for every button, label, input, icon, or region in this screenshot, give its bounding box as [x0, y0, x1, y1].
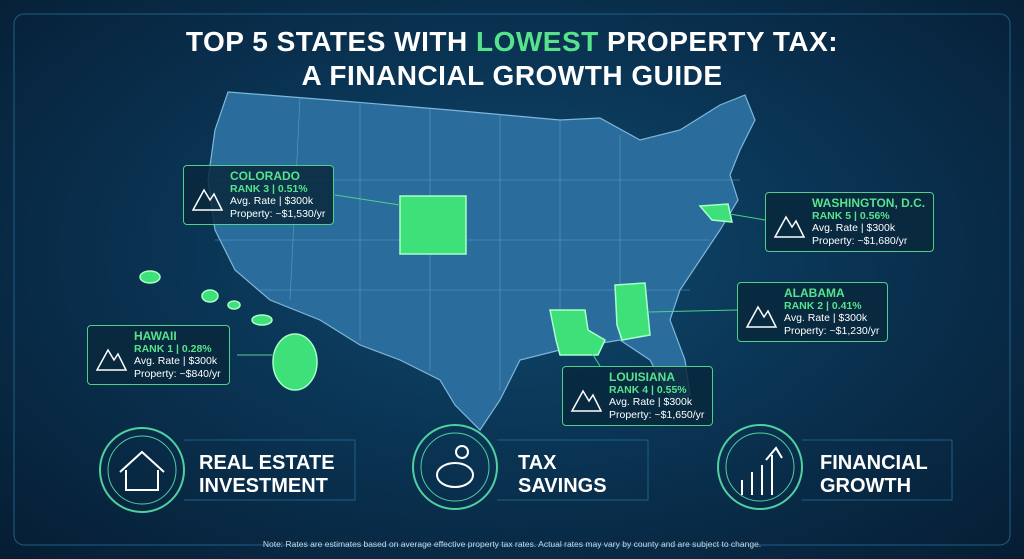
callout-rank: RANK 2 | 0.41% [784, 299, 862, 312]
title-line-1: TOP 5 STATES WITH LOWEST PROPERTY TAX: [0, 26, 1024, 58]
callout-state: LOUISIANA [609, 370, 675, 384]
callout-rate: Avg. Rate | $300k [230, 195, 314, 207]
title-part: TOP 5 STATES WITH [185, 26, 468, 57]
callout-state: COLORADO [230, 169, 300, 183]
callout-state: ALABAMA [784, 286, 845, 300]
footnote: Note: Rates are estimates based on avera… [262, 539, 762, 549]
title-line-2: A FINANCIAL GROWTH GUIDE [301, 60, 723, 91]
callout-property: Property: ~$840/yr [134, 367, 221, 380]
callout-icon [773, 215, 806, 238]
title-part: PROPERTY TAX: [607, 26, 839, 57]
callout: WASHINGTON, D.C. RANK 5 | 0.56% Avg. Rate … [765, 192, 935, 252]
callout-rate: Avg. Rate | $300k [812, 222, 896, 234]
callout-property: Property: ~$1,530/yr [230, 207, 326, 220]
callout-state: HAWAII [134, 329, 177, 343]
callout-rate: Avg. Rate | $300k [609, 396, 693, 408]
feature-line: INVESTMENT [199, 475, 328, 497]
callout: ALABAMA RANK 2 | 0.41% Avg. Rate | $300k Pr… [737, 282, 889, 342]
feature-icons [99, 424, 803, 513]
callout-rate: Avg. Rate | $300k [134, 355, 218, 367]
feature-panels [184, 439, 953, 501]
callout-rank: RANK 1 | 0.28% [134, 342, 212, 355]
callout: LOUISIANA RANK 4 | 0.55% Avg. Rate | $300k… [562, 366, 714, 426]
connectors [237, 194, 766, 367]
callout-icon [570, 389, 603, 412]
callout-rate: Avg. Rate | $300k [784, 312, 868, 324]
feature-label: TAX SAVINGS [518, 452, 607, 498]
title-highlight: LOWEST [475, 26, 599, 57]
frame [13, 13, 1011, 546]
feature-line: FINANCIAL [820, 452, 928, 474]
feature-line: GROWTH [820, 475, 912, 497]
callout-rank: RANK 5 | 0.56% [812, 209, 890, 222]
callout-property: Property: ~$1,650/yr [609, 408, 705, 421]
feature-line: TAX [518, 452, 557, 474]
callout-icon [95, 348, 128, 371]
feature-label: REAL ESTATE INVESTMENT [199, 452, 335, 498]
callout-property: Property: ~$1,230/yr [784, 324, 880, 337]
highlighted-states [139, 195, 733, 391]
feature-label: FINANCIAL GROWTH [820, 452, 928, 498]
callout-icon [745, 305, 778, 328]
callout-state: WASHINGTON, D.C. [812, 196, 926, 210]
feature-line: SAVINGS [518, 475, 607, 497]
callout-icon [191, 188, 224, 211]
callout-rank: RANK 3 | 0.51% [230, 182, 308, 195]
callout-property: Property: ~$1,680/yr [812, 234, 908, 247]
callout: HAWAII RANK 1 | 0.28% Avg. Rate | $300k Pro… [87, 325, 230, 385]
feature-line: REAL ESTATE [199, 452, 335, 474]
callout: COLORADO RANK 3 | 0.51% Avg. Rate | $300k P… [183, 165, 335, 225]
callout-rank: RANK 4 | 0.55% [609, 383, 687, 396]
